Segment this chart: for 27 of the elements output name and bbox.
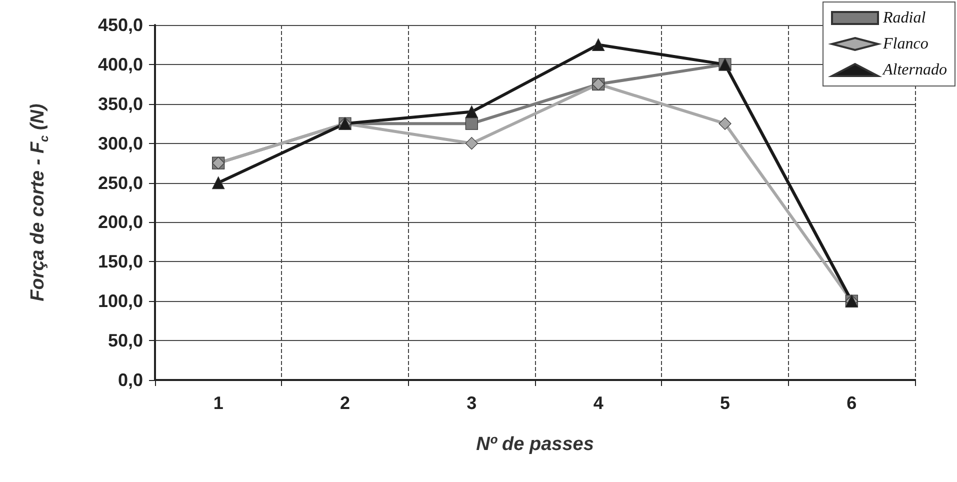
point bbox=[465, 137, 478, 150]
y-tick-label: 350,0 bbox=[98, 94, 143, 114]
y-tick-label: 450,0 bbox=[98, 15, 143, 35]
legend-label: Alternado bbox=[882, 62, 948, 78]
y-tick-label: 400,0 bbox=[98, 54, 143, 74]
y-tick-label: 100,0 bbox=[98, 291, 143, 312]
x-tick-label: 6 bbox=[846, 393, 857, 413]
x-tick-label: 1 bbox=[213, 393, 224, 413]
y-tick-label: 0,0 bbox=[118, 370, 143, 390]
x-tick-label: 4 bbox=[593, 393, 604, 413]
point bbox=[465, 105, 478, 118]
point bbox=[212, 176, 225, 190]
y-tick-label: 150,0 bbox=[98, 252, 143, 272]
legend-label: Radial bbox=[882, 10, 926, 26]
x-tick-label: 3 bbox=[466, 393, 477, 413]
y-tick-label: 250,0 bbox=[98, 172, 143, 193]
point bbox=[718, 117, 732, 130]
legend-label: Flanco bbox=[882, 36, 928, 52]
x-axis-title: Nº de passes bbox=[476, 434, 594, 455]
y-tick-label: 300,0 bbox=[98, 133, 143, 154]
point bbox=[592, 38, 605, 52]
y-axis-title: Força de corte - Fc (N) bbox=[28, 104, 51, 302]
y-tick-label: 200,0 bbox=[98, 212, 143, 232]
point bbox=[465, 117, 478, 130]
x-tick-label: 2 bbox=[340, 393, 350, 413]
y-tick-label: 50,0 bbox=[108, 330, 143, 351]
x-tick-label: 5 bbox=[720, 393, 730, 413]
